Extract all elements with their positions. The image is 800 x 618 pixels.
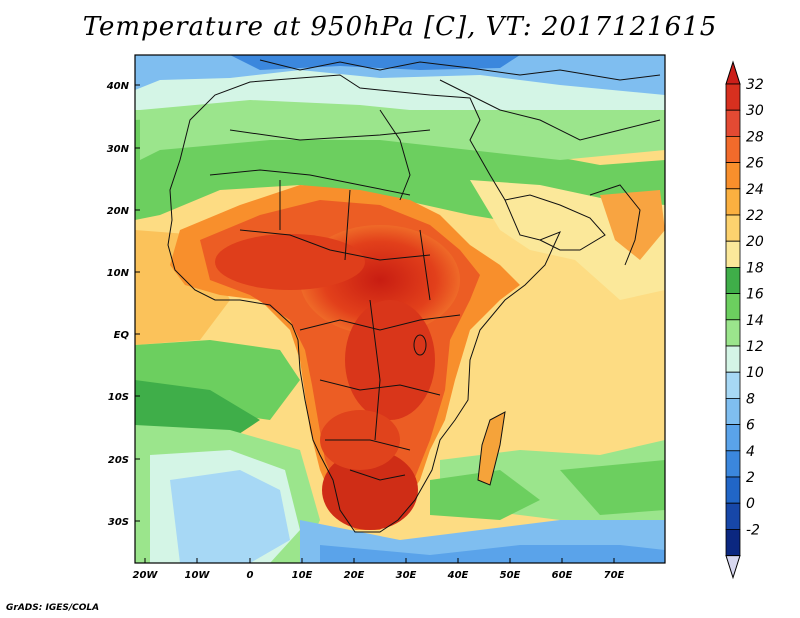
lat-label: 30N bbox=[107, 144, 130, 155]
latitude-labels: 40N 30N 20N 10N EQ 10S 20S 30S bbox=[106, 81, 130, 528]
colorbar-segment bbox=[725, 345, 741, 373]
colorbar-level-label: -2 bbox=[746, 522, 760, 538]
colorbar-level-label: 14 bbox=[746, 313, 764, 329]
colorbar-level-label: 12 bbox=[746, 339, 764, 355]
lon-label: 10W bbox=[185, 570, 211, 581]
colorbar-segment bbox=[725, 162, 741, 190]
colorbar-level-label: 10 bbox=[746, 365, 764, 381]
colorbar-segment bbox=[725, 214, 741, 242]
lon-label: 20W bbox=[133, 570, 159, 581]
colorbar-segment bbox=[725, 529, 741, 557]
coastlines bbox=[167, 59, 661, 533]
colorbar-segment bbox=[725, 319, 741, 347]
colorbar-level-label: 2 bbox=[746, 470, 755, 486]
lat-label: 40N bbox=[106, 81, 130, 92]
lat-label: EQ bbox=[114, 330, 130, 341]
lat-label: 10N bbox=[107, 268, 130, 279]
colorbar-level-label: 4 bbox=[746, 444, 755, 460]
lon-label: 20E bbox=[344, 570, 365, 581]
colorbar-level-label: 8 bbox=[746, 391, 755, 407]
colorbar-level-label: 18 bbox=[746, 260, 764, 276]
lat-label: 20S bbox=[108, 455, 129, 466]
axis-ticks bbox=[135, 84, 615, 563]
colorbar-segment bbox=[725, 371, 741, 399]
lat-label: 10S bbox=[108, 392, 129, 403]
colorbar-bottom-arrow bbox=[725, 555, 741, 580]
colorbar-segment bbox=[725, 476, 741, 504]
lat-label: 20N bbox=[107, 206, 130, 217]
colorbar-segment bbox=[725, 424, 741, 452]
colorbar-segment bbox=[725, 502, 741, 530]
colorbar-level-label: 26 bbox=[746, 156, 764, 172]
colorbar-segment bbox=[725, 109, 741, 137]
temperature-field bbox=[135, 55, 665, 563]
lon-label: 10E bbox=[292, 570, 313, 581]
colorbar-segment bbox=[725, 266, 741, 294]
lon-label: 50E bbox=[500, 570, 521, 581]
footer-credit: GrADS: IGES/COLA bbox=[6, 603, 100, 613]
colorbar-segment bbox=[725, 450, 741, 478]
lon-label: 70E bbox=[604, 570, 625, 581]
colorbar-level-label: 32 bbox=[746, 77, 764, 93]
colorbar-segment bbox=[725, 135, 741, 163]
colorbar-level-label: 28 bbox=[746, 129, 764, 145]
colorbar-segment bbox=[725, 83, 741, 111]
colorbar-top-arrow bbox=[725, 60, 741, 85]
colorbar-level-label: 6 bbox=[746, 418, 755, 434]
lon-label: 0 bbox=[247, 570, 254, 581]
colorbar-level-label: 0 bbox=[746, 496, 755, 512]
colorbar-level-label: 22 bbox=[746, 208, 764, 224]
colorbar-segment bbox=[725, 293, 741, 321]
map-title: Temperature at 950hPa [C], VT: 201712161… bbox=[82, 12, 718, 42]
colorbar-segment bbox=[725, 240, 741, 268]
lon-label: 40E bbox=[447, 570, 469, 581]
colorbar-level-label: 16 bbox=[746, 287, 764, 303]
lat-label: 30S bbox=[108, 517, 129, 528]
lon-label: 60E bbox=[552, 570, 573, 581]
map-frame bbox=[134, 54, 666, 564]
colorbar-segment bbox=[725, 397, 741, 425]
colorbar-segment bbox=[725, 188, 741, 216]
longitude-labels: 20W 10W 0 10E 20E 30E 40E 50E 60E 70E bbox=[133, 570, 625, 581]
colorbar-level-label: 24 bbox=[746, 182, 764, 198]
colorbar-level-label: 20 bbox=[746, 234, 764, 250]
lon-label: 30E bbox=[396, 570, 417, 581]
colorbar-level-label: 30 bbox=[746, 103, 764, 119]
